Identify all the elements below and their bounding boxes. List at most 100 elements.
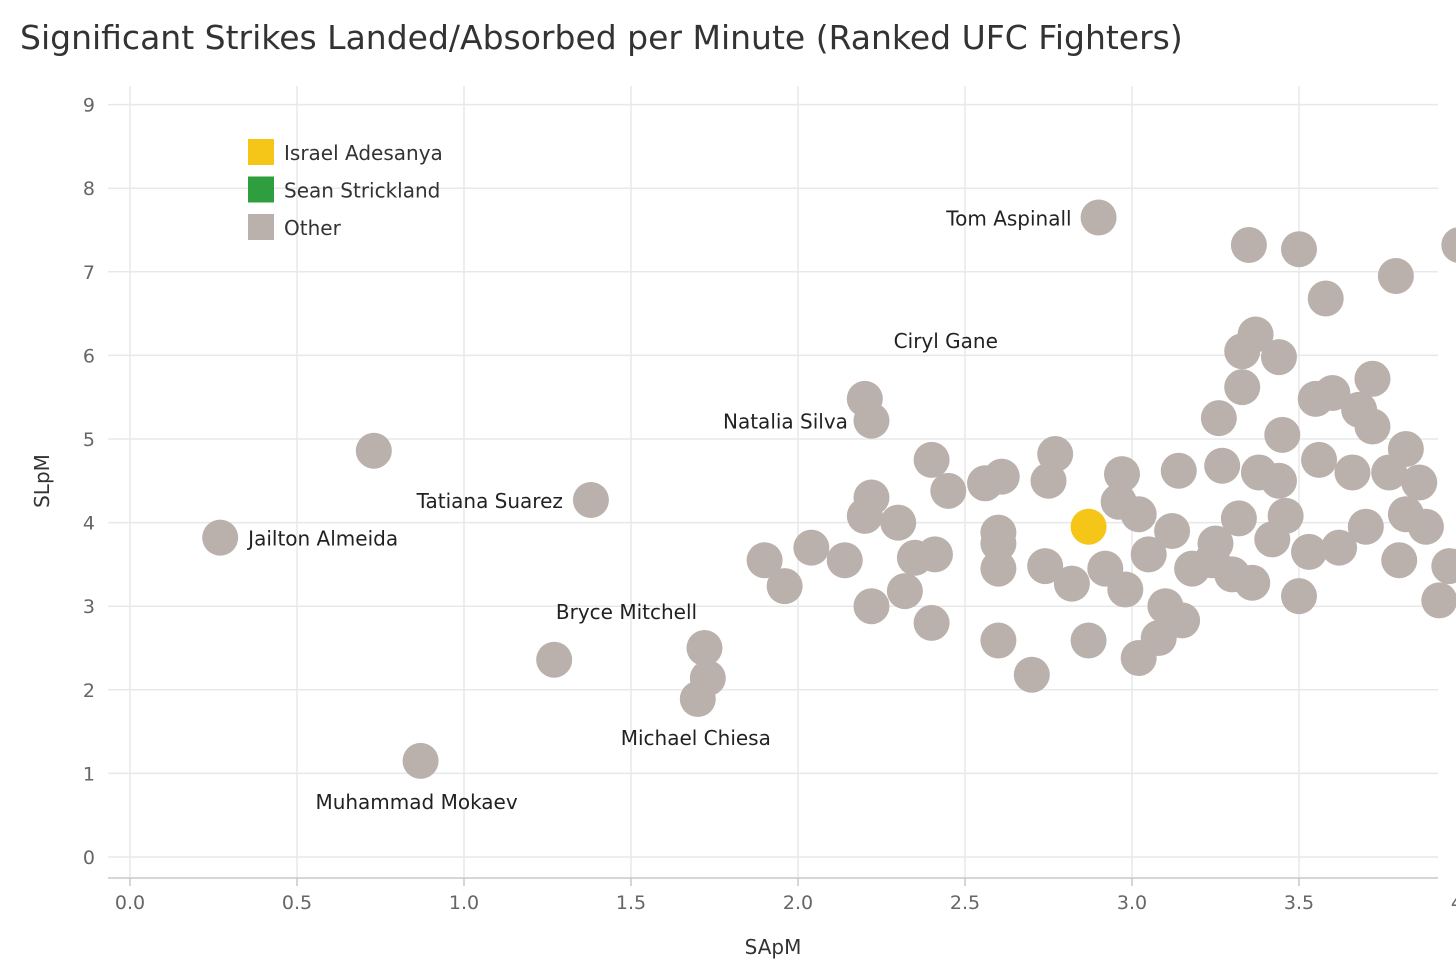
- other-fighter-point: [1264, 416, 1301, 453]
- data-points: [202, 199, 1456, 779]
- y-tick-label: 3: [83, 596, 95, 618]
- other-fighter-point: [1301, 441, 1338, 478]
- legend-swatch: [248, 176, 274, 203]
- fighter-label: Michael Chiesa: [621, 726, 771, 750]
- other-fighter-point: [1254, 521, 1291, 558]
- x-tick-label: 2.0: [783, 892, 813, 914]
- other-fighter-point: [1307, 280, 1344, 317]
- other-fighter-point: [913, 604, 950, 641]
- other-fighter-point: [1334, 454, 1371, 491]
- other-fighter-point: [1070, 622, 1107, 659]
- other-fighter-point: [793, 529, 830, 566]
- other-fighter-point: [1053, 565, 1090, 602]
- other-fighter-point: [967, 465, 1004, 502]
- other-fighter-point: [1407, 508, 1444, 545]
- other-fighter-point: [1321, 529, 1358, 566]
- other-fighter-point: [980, 622, 1017, 659]
- x-tick-label: 1.5: [616, 892, 646, 914]
- fighter-label: Jailton Almeida: [246, 527, 398, 551]
- y-tick-label: 7: [83, 262, 95, 284]
- y-tick-label: 4: [83, 513, 95, 535]
- y-axis-title: SLpM: [30, 454, 54, 508]
- chart-title: Significant Strikes Landed/Absorbed per …: [20, 18, 1183, 57]
- other-fighter-point: [536, 641, 573, 678]
- x-tick-label: 4.0: [1451, 892, 1456, 914]
- other-fighter-point: [1347, 508, 1384, 545]
- other-fighter-point: [1281, 578, 1317, 615]
- other-fighter-point: [746, 542, 783, 579]
- other-fighter-point: [1130, 536, 1167, 573]
- other-fighter-point: [853, 402, 890, 439]
- x-tick-label: 1.0: [449, 892, 479, 914]
- other-fighter-point: [1240, 454, 1277, 491]
- other-fighter-point: [686, 630, 723, 666]
- other-fighter-point: [1103, 456, 1140, 493]
- other-fighter-point: [1441, 227, 1456, 263]
- x-axis-title: SApM: [745, 935, 802, 959]
- other-fighter-point: [1224, 333, 1261, 370]
- other-fighter-point: [886, 573, 923, 610]
- x-axis-ticks: 0.00.51.01.52.02.53.03.54.04.55.05.56.06…: [115, 892, 1456, 914]
- fighter-label: Muhammad Mokaev: [315, 790, 517, 814]
- other-fighter-point: [1431, 548, 1456, 585]
- other-fighter-point: [916, 536, 953, 573]
- x-tick-label: 0.0: [115, 892, 145, 914]
- other-fighter-point: [980, 525, 1017, 562]
- other-fighter-point: [1401, 464, 1438, 501]
- other-fighter-point: [1421, 582, 1456, 619]
- other-fighter-point: [1297, 380, 1334, 417]
- fighter-label: Natalia Silva: [723, 410, 848, 434]
- fighter-label: Bryce Mitchell: [556, 600, 697, 624]
- other-fighter-point: [853, 588, 890, 625]
- other-fighter-point: [679, 680, 716, 717]
- other-fighter-point: [1200, 400, 1237, 437]
- other-fighter-point: [1030, 462, 1067, 499]
- other-fighter-point: [1204, 447, 1241, 484]
- other-fighter-point: [1027, 548, 1064, 585]
- other-fighter-point: [930, 472, 967, 509]
- other-fighter-point: [1224, 369, 1261, 406]
- other-fighter-point: [1100, 483, 1137, 520]
- x-tick-label: 2.5: [950, 892, 980, 914]
- other-fighter-point: [1013, 656, 1050, 693]
- other-fighter-point: [913, 441, 950, 478]
- y-axis-ticks: 0 1 2 3 4 5 6 7 8 9: [83, 95, 95, 869]
- other-fighter-point: [402, 742, 439, 779]
- other-fighter-point: [1260, 339, 1297, 376]
- other-fighter-point: [766, 568, 803, 605]
- x-tick-label: 3.5: [1284, 892, 1314, 914]
- y-tick-label: 9: [83, 95, 95, 117]
- y-tick-label: 8: [83, 178, 95, 200]
- other-fighter-point: [1087, 550, 1124, 587]
- other-fighter-point: [1354, 408, 1391, 445]
- other-fighter-point: [1377, 257, 1414, 294]
- legend-label: Israel Adesanya: [284, 141, 443, 165]
- highlight-fighter-point: [1070, 508, 1107, 545]
- other-fighter-point: [880, 504, 917, 541]
- other-fighter-point: [202, 519, 239, 556]
- fighter-label: Ciryl Gane: [894, 329, 998, 353]
- other-fighter-point: [1174, 550, 1211, 587]
- y-tick-label: 2: [83, 680, 95, 702]
- legend-label: Other: [284, 216, 342, 240]
- other-fighter-point: [1291, 533, 1328, 570]
- other-fighter-point: [1381, 542, 1418, 579]
- legend: Israel Adesanya Sean Strickland Other: [248, 139, 443, 240]
- other-fighter-point: [1230, 227, 1267, 264]
- fighter-label: Tatiana Suarez: [416, 489, 563, 513]
- other-fighter-point: [1220, 500, 1257, 537]
- other-fighter-point: [1371, 454, 1408, 491]
- y-tick-label: 6: [83, 345, 95, 367]
- other-fighter-point: [355, 432, 392, 469]
- other-fighter-point: [826, 542, 863, 579]
- other-fighter-point: [846, 497, 883, 534]
- legend-swatch: [248, 214, 274, 240]
- y-tick-label: 0: [83, 847, 95, 869]
- other-fighter-point: [1160, 452, 1197, 489]
- y-tick-label: 5: [83, 429, 95, 451]
- point-labels: Sergei PavlovichCasey O’NeillTom Aspinal…: [246, 206, 1071, 814]
- other-fighter-point: [1080, 199, 1117, 236]
- other-fighter-point: [1234, 564, 1271, 601]
- y-tick-label: 1: [83, 763, 95, 785]
